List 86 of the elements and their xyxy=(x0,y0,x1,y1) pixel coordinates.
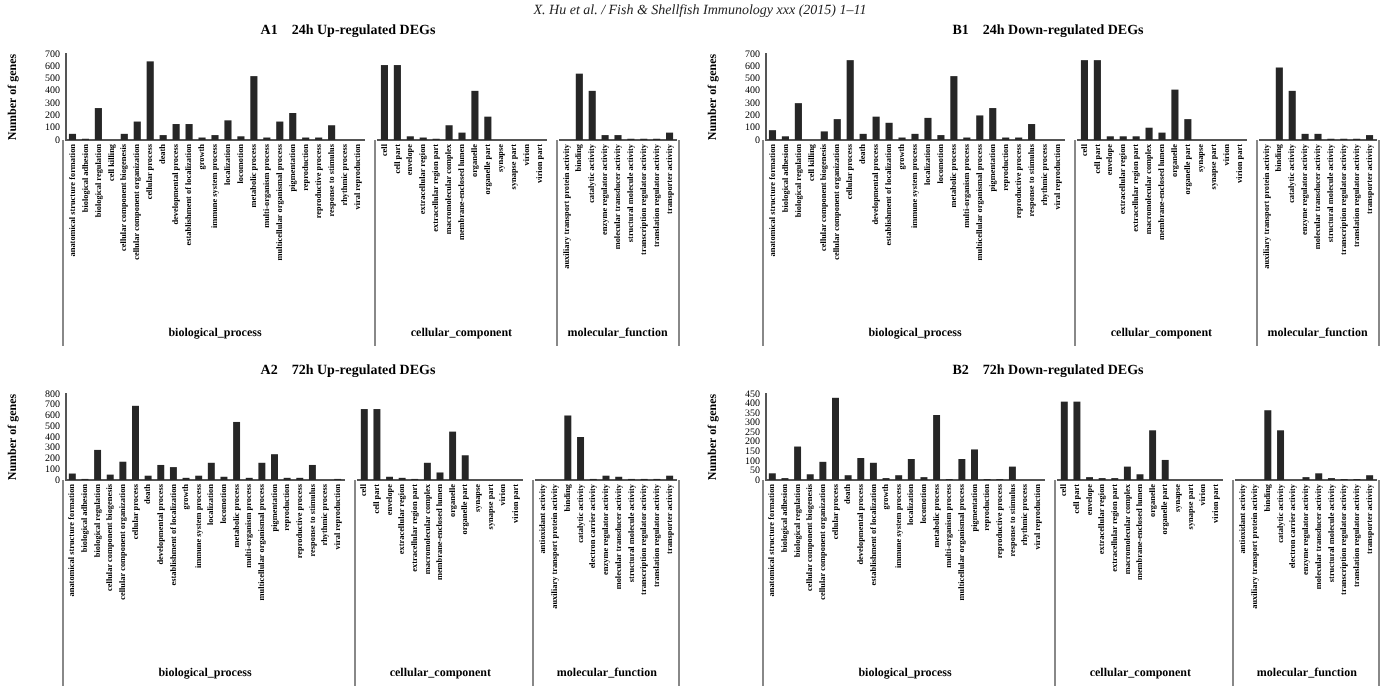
bar xyxy=(436,472,444,480)
bar xyxy=(1093,60,1101,140)
bar xyxy=(1061,401,1069,480)
bar xyxy=(1314,133,1322,140)
bar xyxy=(328,125,336,140)
bar xyxy=(169,467,177,480)
bar xyxy=(157,464,165,480)
bar xyxy=(1073,401,1081,480)
bar xyxy=(424,462,432,480)
bar xyxy=(1080,60,1088,140)
bar xyxy=(361,409,369,480)
bar xyxy=(1028,124,1036,140)
bar xyxy=(885,122,893,140)
bar xyxy=(393,65,401,140)
bar xyxy=(832,397,839,480)
bar xyxy=(859,133,867,140)
bar xyxy=(289,112,297,140)
bar xyxy=(1170,89,1178,140)
bar xyxy=(120,133,128,140)
bar xyxy=(833,119,841,140)
bar xyxy=(794,446,802,480)
bar xyxy=(233,421,241,480)
bar xyxy=(462,455,470,480)
bar xyxy=(1124,466,1132,480)
bar xyxy=(768,130,777,140)
bar xyxy=(588,90,596,140)
bar xyxy=(483,116,491,140)
bar xyxy=(933,415,941,480)
bar xyxy=(106,474,114,480)
bar xyxy=(1275,67,1283,140)
bar xyxy=(806,474,814,480)
bar xyxy=(924,117,932,140)
bar xyxy=(565,415,573,480)
bar xyxy=(457,132,465,140)
bar xyxy=(950,76,958,140)
bar xyxy=(989,108,997,140)
bar xyxy=(207,462,215,480)
bar xyxy=(132,405,139,480)
bar xyxy=(1157,132,1165,140)
bar xyxy=(846,60,854,140)
bar xyxy=(68,133,77,140)
bar xyxy=(958,458,966,480)
bar xyxy=(94,449,102,480)
bar xyxy=(857,458,865,480)
bar xyxy=(665,132,673,140)
bar xyxy=(1183,119,1191,140)
bar xyxy=(119,461,127,480)
bar xyxy=(907,458,915,480)
bar xyxy=(133,121,141,140)
bar xyxy=(768,473,776,480)
bar xyxy=(820,131,828,140)
bar xyxy=(1008,466,1016,480)
bar xyxy=(380,65,388,140)
bar xyxy=(271,454,278,480)
bar xyxy=(872,116,880,140)
bar xyxy=(575,73,583,140)
bar xyxy=(1162,459,1170,480)
bar xyxy=(185,124,193,140)
bar xyxy=(224,120,232,140)
bar xyxy=(250,76,258,140)
bar xyxy=(258,462,266,480)
bar xyxy=(449,431,457,480)
bar xyxy=(68,473,76,480)
bar xyxy=(444,125,453,140)
bar xyxy=(94,108,102,140)
bar xyxy=(971,449,978,480)
bar xyxy=(146,61,154,140)
bar xyxy=(1265,410,1273,480)
bar xyxy=(869,462,877,480)
bar xyxy=(1316,473,1324,480)
bar xyxy=(819,461,827,480)
bar xyxy=(276,121,284,140)
bar xyxy=(1149,430,1157,480)
bar xyxy=(1277,430,1285,480)
bar xyxy=(794,103,802,140)
bar xyxy=(1288,90,1296,140)
bar xyxy=(1301,133,1309,140)
bar xyxy=(577,437,585,480)
bar xyxy=(911,133,919,140)
bar xyxy=(470,90,478,140)
bar xyxy=(1136,474,1144,480)
bar xyxy=(976,115,984,140)
bar xyxy=(172,124,180,140)
bar xyxy=(1144,127,1153,140)
bar xyxy=(373,409,381,480)
bar xyxy=(308,464,316,480)
